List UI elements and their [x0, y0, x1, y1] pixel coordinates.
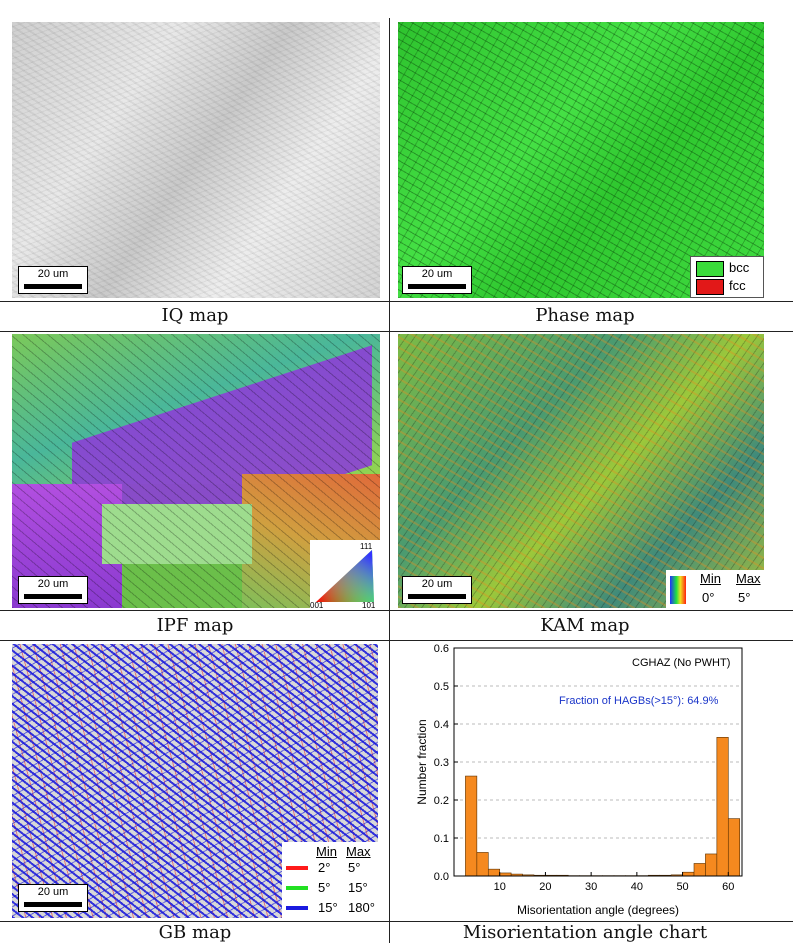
- phase-legend: bcc fcc: [690, 256, 764, 298]
- gb-row1-min: 2°: [318, 860, 331, 875]
- y-tick-label: 0.1: [434, 833, 449, 845]
- scale-bar: 20 um: [18, 884, 88, 912]
- scale-bar: 20 um: [402, 576, 472, 604]
- ipf-map-image: 20 um 111 001 101: [12, 334, 380, 608]
- scale-bar-label: 20 um: [37, 886, 69, 898]
- row-divider: [0, 610, 793, 611]
- legend-fcc: fcc: [729, 278, 746, 293]
- y-tick-label: 0.6: [434, 643, 449, 655]
- row-divider: [0, 301, 793, 302]
- x-tick-label: 10: [494, 881, 506, 893]
- histogram-bar: [682, 871, 695, 877]
- gb-map-caption: GB map: [158, 922, 232, 943]
- chart-ylabel: Number fraction: [415, 719, 429, 804]
- x-tick-label: 30: [585, 881, 597, 893]
- histogram-bar: [705, 853, 718, 877]
- misorientation-chart: 0.0 0.1 0.2 0.3 0.4 0.5 0.6 10 20 30 40 50 60 CGHAZ …: [415, 643, 743, 917]
- chart-annotation-title: CGHAZ (No PWHT): [632, 657, 730, 669]
- phase-map-image: 20 um bcc fcc: [398, 22, 764, 298]
- histogram-bar: [476, 852, 489, 877]
- histogram-bar: [487, 868, 501, 877]
- gb-row3-max: 180°: [348, 900, 375, 915]
- gb-row2-min: 5°: [318, 880, 331, 895]
- histogram-bar: [727, 818, 741, 877]
- scale-bar: 20 um: [18, 266, 88, 294]
- kam-max-value: 5°: [738, 590, 751, 605]
- ipf-map-caption: IPF map: [156, 615, 234, 636]
- y-tick-label: 0.2: [434, 795, 449, 807]
- scale-bar-label: 20 um: [37, 578, 69, 590]
- gb-row2-max: 15°: [348, 880, 368, 895]
- ipf-tri-top: 111: [360, 542, 373, 551]
- chart-annotation-hagb: Fraction of HAGBs(>15°): 64.9%: [559, 695, 719, 707]
- scale-bar: 20 um: [402, 266, 472, 294]
- column-divider: [389, 18, 390, 943]
- chart-xlabel: Misorientation angle (degrees): [517, 903, 679, 917]
- kam-map-image: 20 um Min Max 0° 5°: [398, 334, 764, 608]
- chart-caption: Misorientation angle chart: [462, 922, 708, 943]
- y-tick-label: 0.0: [434, 871, 449, 883]
- row-divider: [0, 921, 793, 922]
- kam-legend: Min Max 0° 5°: [666, 570, 764, 608]
- scale-bar-label: 20 um: [421, 578, 453, 590]
- x-tick-label: 60: [722, 881, 734, 893]
- scale-bar-label: 20 um: [421, 268, 453, 280]
- kam-min-value: 0°: [702, 590, 715, 605]
- kam-map-caption: KAM map: [540, 615, 630, 636]
- histogram-bar: [465, 775, 478, 877]
- x-tick-label: 50: [676, 881, 688, 893]
- ipf-tri-right: 101: [362, 601, 376, 608]
- gb-row1-max: 5°: [348, 860, 361, 875]
- gb-min-label: Min: [316, 844, 337, 859]
- row-divider: [0, 331, 793, 332]
- ipf-tri-left: 001: [310, 601, 324, 608]
- histogram-bar: [716, 737, 729, 877]
- phase-map-caption: Phase map: [535, 305, 635, 326]
- ipf-color-key: 111 001 101: [310, 540, 380, 608]
- scale-bar: 20 um: [18, 576, 88, 604]
- x-tick-label: 20: [539, 881, 551, 893]
- iq-map-image: 20 um: [12, 22, 380, 298]
- gb-legend: Min Max 2° 5° 5° 15° 15° 180°: [282, 842, 378, 918]
- gb-map-image: 20 um Min Max 2° 5° 5° 15° 15° 180°: [12, 644, 378, 918]
- legend-bcc: bcc: [729, 260, 750, 275]
- kam-max-label: Max: [736, 571, 761, 586]
- scale-bar-label: 20 um: [37, 268, 69, 280]
- iq-map-caption: IQ map: [161, 305, 229, 326]
- x-tick-label: 40: [631, 881, 643, 893]
- row-divider: [0, 640, 793, 641]
- kam-colorbar: [670, 576, 686, 604]
- y-tick-label: 0.4: [434, 719, 449, 731]
- y-tick-label: 0.3: [434, 757, 449, 769]
- gb-row3-min: 15°: [318, 900, 338, 915]
- histogram-bar: [693, 863, 706, 877]
- kam-min-label: Min: [700, 571, 721, 586]
- y-tick-label: 0.5: [434, 681, 449, 693]
- gb-max-label: Max: [346, 844, 371, 859]
- ipf-triangle-icon: 111 001 101: [310, 542, 376, 608]
